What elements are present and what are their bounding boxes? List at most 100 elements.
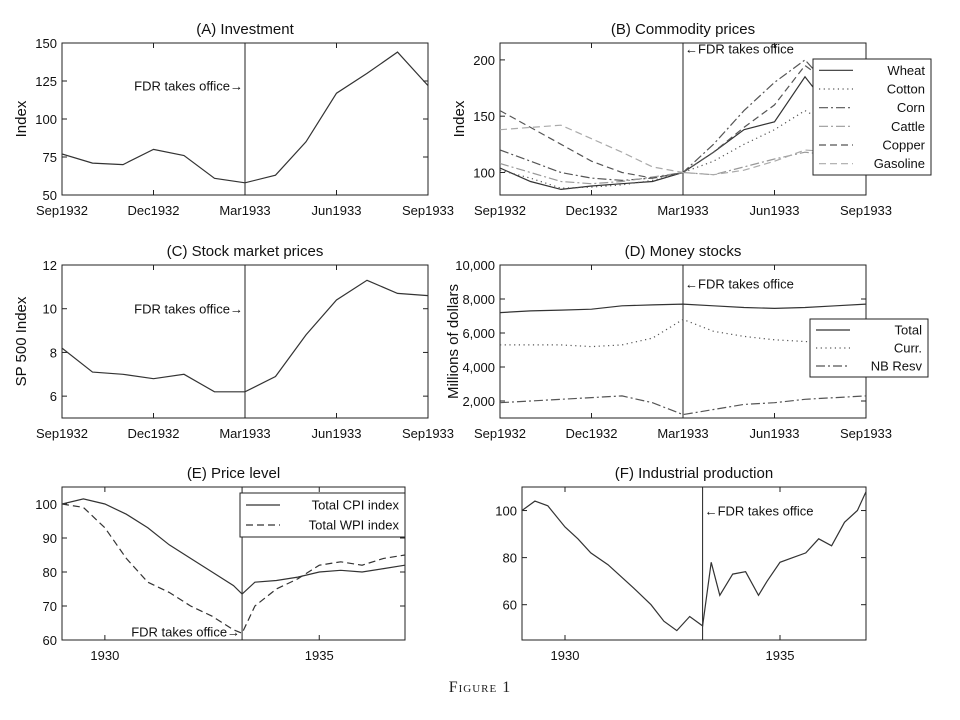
plot-frame — [61, 486, 406, 641]
legend: Wheat Cotton Corn Cattle Copper Gasoline — [812, 58, 932, 176]
y-tick-label: 8 — [50, 345, 57, 360]
y-tick-label: 150 — [35, 36, 57, 51]
legend-label: Total WPI index — [309, 518, 400, 533]
x-tick-label: Jun1933 — [750, 426, 800, 441]
legend-label: Gasoline — [874, 156, 925, 171]
y-axis-label: Index — [13, 100, 30, 137]
series-line-nb-resv — [500, 395, 866, 416]
x-tick-label: 1935 — [766, 648, 795, 663]
fdr-annotation: FDR takes office→ — [134, 79, 243, 94]
y-axis-label: SP 500 Index — [13, 296, 30, 386]
x-tick-label: Mar1933 — [657, 426, 708, 441]
fdr-annotation: ←FDR takes office — [705, 504, 814, 519]
series-line-total — [500, 303, 866, 314]
y-tick-label: 10,000 — [455, 258, 495, 273]
x-tick-label: 1930 — [551, 648, 580, 663]
chart-title: (A) Investment — [196, 21, 294, 38]
fdr-annotation: FDR takes office→ — [131, 625, 240, 640]
legend-box — [809, 318, 929, 378]
y-tick-label: 75 — [43, 150, 57, 165]
x-tick-label: Sep1933 — [402, 426, 454, 441]
x-tick-label: Dec1932 — [127, 426, 179, 441]
panel-a: (A) Investment Index 50 75 100 125 150 Sep1932 D… — [13, 21, 454, 218]
y-tick-label: 60 — [503, 598, 517, 613]
x-tick-label: Sep1933 — [840, 426, 892, 441]
chart-title: (F) Industrial production — [615, 465, 773, 482]
y-tick-label: 50 — [43, 188, 57, 203]
series-line-total-wpi-index — [62, 503, 405, 634]
legend-box — [239, 492, 406, 538]
chart-title: (E) Price level — [187, 465, 280, 482]
y-tick-label: 6,000 — [462, 326, 495, 341]
x-tick-label: 1930 — [90, 648, 119, 663]
figure-caption: Figure 1 — [448, 679, 512, 696]
x-tick-label: Mar1933 — [219, 426, 270, 441]
y-tick-label: 100 — [35, 112, 57, 127]
x-tick-label: Dec1932 — [565, 203, 617, 218]
y-tick-label: 10 — [43, 302, 57, 317]
y-tick-label: 2,000 — [462, 394, 495, 409]
y-tick-label: 80 — [503, 551, 517, 566]
x-tick-label: Sep1932 — [474, 426, 526, 441]
x-tick-label: Dec1932 — [127, 203, 179, 218]
legend-label: Total CPI index — [312, 498, 400, 513]
legend-label: Cotton — [887, 82, 925, 97]
series-line — [62, 279, 428, 393]
y-tick-label: 12 — [43, 258, 57, 273]
x-tick-label: Sep1932 — [36, 203, 88, 218]
legend-label: Wheat — [887, 63, 925, 78]
fdr-annotation: ←FDR takes office — [685, 42, 794, 57]
legend-label: Corn — [897, 100, 925, 115]
chart-title: (B) Commodity prices — [611, 21, 755, 38]
y-tick-label: 70 — [43, 599, 57, 614]
fdr-annotation: FDR takes office→ — [134, 302, 243, 317]
legend-label: Total — [895, 323, 923, 338]
x-tick-label: Sep1932 — [474, 203, 526, 218]
panel-f: (F) Industrial production 60 80 100 1930 1935… — [495, 465, 867, 663]
panel-e: (E) Price level 60 70 80 90 100 1930 1935 FDR ta… — [35, 465, 406, 663]
legend-label: NB Resv — [871, 359, 923, 374]
y-axis-label: Index — [451, 100, 468, 137]
panel-c: (C) Stock market prices SP 500 Index 6 8 10 1… — [13, 243, 454, 441]
x-tick-label: Mar1933 — [657, 203, 708, 218]
y-tick-label: 4,000 — [462, 360, 495, 375]
y-tick-label: 6 — [50, 389, 57, 404]
y-tick-label: 150 — [473, 109, 495, 124]
x-tick-label: 1935 — [305, 648, 334, 663]
legend: Total Curr. NB Resv — [809, 318, 929, 378]
x-tick-label: Jun1933 — [750, 203, 800, 218]
series-line — [522, 491, 866, 632]
x-tick-label: Dec1932 — [565, 426, 617, 441]
y-tick-label: 8,000 — [462, 292, 495, 307]
series-line-gasoline — [500, 124, 866, 176]
legend-box — [812, 58, 932, 176]
x-tick-label: Mar1933 — [219, 203, 270, 218]
legend-label: Curr. — [894, 341, 922, 356]
series-line-total-cpi-index — [62, 498, 405, 595]
plot-frame — [521, 486, 867, 641]
y-tick-label: 125 — [35, 74, 57, 89]
y-tick-label: 200 — [473, 53, 495, 68]
fdr-annotation: ←FDR takes office — [685, 277, 794, 292]
legend: Total CPI index Total WPI index — [239, 492, 406, 538]
series-line-curr — [500, 318, 866, 348]
x-tick-label: Sep1932 — [36, 426, 88, 441]
x-tick-label: Jun1933 — [312, 426, 362, 441]
legend-label: Cattle — [891, 119, 925, 134]
x-tick-label: Jun1933 — [312, 203, 362, 218]
y-tick-label: 100 — [495, 504, 517, 519]
y-tick-label: 60 — [43, 633, 57, 648]
series-line-cattle — [500, 151, 866, 185]
y-tick-label: 100 — [473, 165, 495, 180]
legend-label: Copper — [882, 138, 925, 153]
y-axis-label: Millions of dollars — [445, 284, 462, 399]
x-tick-label: Sep1933 — [402, 203, 454, 218]
panel-b: (B) Commodity prices Index 100 150 200 Sep193… — [451, 21, 932, 218]
series-line — [62, 51, 428, 184]
y-tick-label: 80 — [43, 565, 57, 580]
y-tick-label: 90 — [43, 531, 57, 546]
chart-title: (C) Stock market prices — [167, 243, 324, 260]
chart-title: (D) Money stocks — [625, 243, 742, 260]
panel-d: (D) Money stocks Millions of dollars2,000… — [445, 243, 929, 441]
